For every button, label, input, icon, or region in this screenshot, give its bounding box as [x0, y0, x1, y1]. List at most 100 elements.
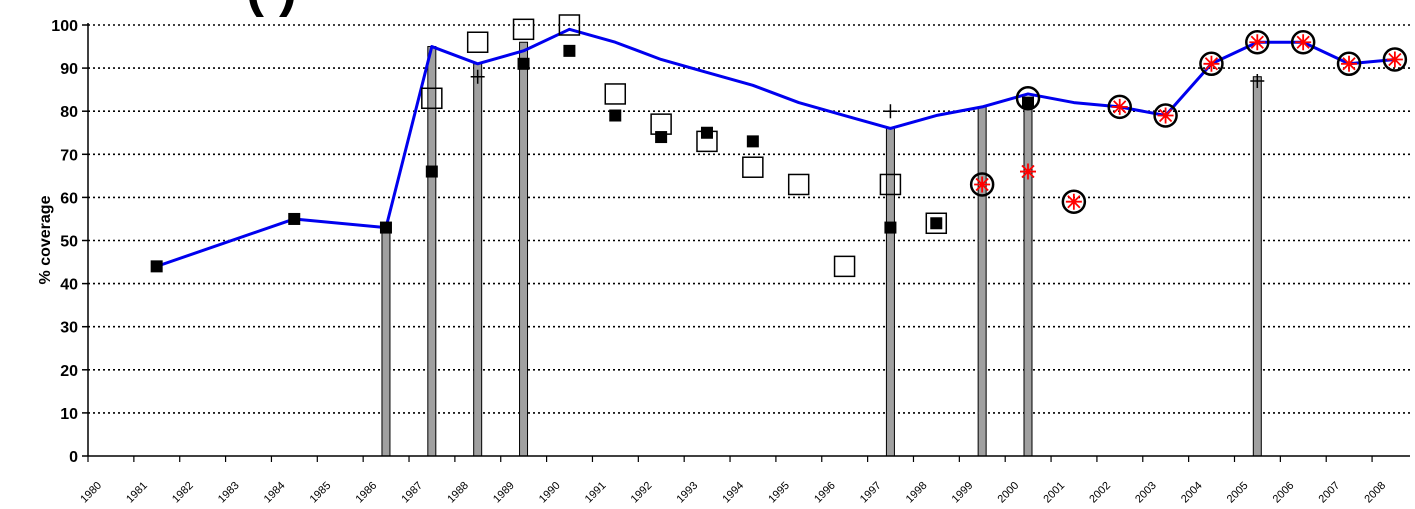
open-circle-marker [1290, 29, 1316, 55]
y-tick-label: 30 [60, 320, 78, 337]
open-square-marker [696, 130, 718, 153]
x-tick-label: 1985 [308, 480, 334, 506]
bar [381, 227, 391, 457]
filled-square-marker [609, 109, 622, 122]
open-square-marker [787, 173, 810, 196]
plus-marker [883, 104, 898, 119]
bar [473, 63, 483, 457]
x-tick-label: 1997 [858, 480, 884, 506]
open-square-marker [604, 83, 627, 105]
x-tick-label: 1998 [904, 480, 930, 506]
y-tick-label: 70 [60, 147, 78, 164]
bar [885, 127, 895, 457]
x-tick-label: 1984 [262, 480, 288, 506]
y-tick-label: 10 [60, 406, 78, 423]
x-tick-label: 1993 [675, 480, 701, 506]
filled-square-marker [700, 126, 713, 139]
open-circle-marker [1153, 103, 1178, 128]
x-tick-label: 1981 [124, 480, 150, 506]
x-tick-label: 2007 [1317, 480, 1343, 506]
red-star-marker [1203, 55, 1220, 72]
plus-marker [470, 69, 485, 84]
grid-layer [88, 24, 1410, 414]
red-star-marker [1020, 163, 1036, 180]
x-tick-label: 2002 [1087, 480, 1113, 506]
chart-title: ( ) [246, 0, 297, 18]
x-tick-label: 1987 [399, 480, 425, 506]
plus-marker [1250, 74, 1265, 89]
x-tick-label: 1994 [720, 480, 746, 506]
red-star-marker [974, 176, 991, 193]
filled-square-marker [930, 217, 943, 230]
open-square-marker [512, 18, 535, 41]
x-tick-label: 1992 [629, 480, 655, 506]
x-tick-label: 2006 [1271, 480, 1297, 506]
open-circle-marker [1199, 51, 1224, 77]
bar [519, 41, 529, 457]
x-tick-label: 1980 [78, 480, 104, 506]
x-tick-label: 1988 [445, 480, 471, 506]
filled-square-marker [563, 44, 576, 57]
open-square-marker [421, 87, 443, 110]
x-tick-label: 1995 [766, 480, 792, 506]
filled-square-marker [517, 57, 530, 70]
filled-square-marker [288, 212, 301, 225]
marker-layer [150, 14, 1408, 278]
y-tick-label: 100 [51, 18, 78, 35]
filled-square-marker [425, 165, 438, 178]
open-circle-marker [1382, 47, 1408, 72]
filled-square-marker [655, 131, 668, 144]
x-tick-label: 2005 [1225, 480, 1251, 506]
axis-layer: 0 10 20 30 40 50 60 70 80 90 100 1980 1981 1982 1983 19… [51, 18, 1410, 505]
x-tick-label: 1986 [353, 480, 379, 506]
x-tick-label: 1991 [583, 480, 609, 506]
red-star-marker [1157, 107, 1174, 124]
filled-square-marker [746, 135, 759, 148]
open-circle-marker [1336, 51, 1362, 77]
red-star-marker [1386, 51, 1403, 68]
x-tick-label: 1982 [170, 480, 196, 506]
x-tick-label: 2003 [1133, 480, 1159, 506]
filled-square-marker [150, 260, 163, 273]
x-tick-label: 2008 [1362, 480, 1388, 506]
filled-square-marker [379, 221, 392, 234]
red-star-marker [1341, 55, 1358, 72]
y-tick-label: 80 [60, 104, 78, 121]
open-square-marker [650, 113, 672, 135]
x-tick-label: 1990 [537, 480, 563, 506]
bar [977, 106, 987, 457]
open-square-marker [742, 156, 764, 178]
open-circle-marker [1015, 86, 1041, 111]
y-tick-label: 0 [69, 449, 78, 466]
open-circle-marker [1107, 94, 1132, 120]
open-square-marker [879, 173, 902, 196]
red-star-marker [1065, 193, 1082, 210]
red-star-marker [1295, 34, 1312, 51]
y-tick-label: 50 [60, 234, 78, 251]
filled-square-marker [884, 221, 897, 234]
bar [1023, 97, 1033, 457]
y-tick-label: 40 [60, 277, 78, 294]
y-axis-title: % coverage [37, 195, 54, 284]
red-star-marker [1111, 98, 1128, 115]
open-square-marker [466, 31, 489, 53]
x-tick-label: 2004 [1179, 480, 1205, 506]
open-square-marker [833, 255, 856, 278]
x-tick-label: 2001 [1041, 480, 1067, 506]
open-circle-marker [1245, 29, 1270, 55]
y-tick-label: 90 [60, 61, 78, 78]
x-tick-label: 1999 [950, 480, 976, 506]
x-tick-label: 1996 [812, 480, 838, 506]
open-circle-marker [1061, 189, 1087, 214]
x-tick-label: 2000 [996, 480, 1022, 506]
red-star-marker [1249, 34, 1266, 51]
open-circle-marker [969, 172, 995, 197]
open-square-marker [925, 212, 948, 235]
x-tick-label: 1983 [216, 480, 242, 506]
x-tick-label: 1989 [491, 480, 517, 506]
chart-title-layer: ( ) [246, 0, 297, 18]
bar [1252, 76, 1262, 457]
open-square-marker [558, 14, 581, 36]
filled-square-marker [1022, 96, 1034, 109]
